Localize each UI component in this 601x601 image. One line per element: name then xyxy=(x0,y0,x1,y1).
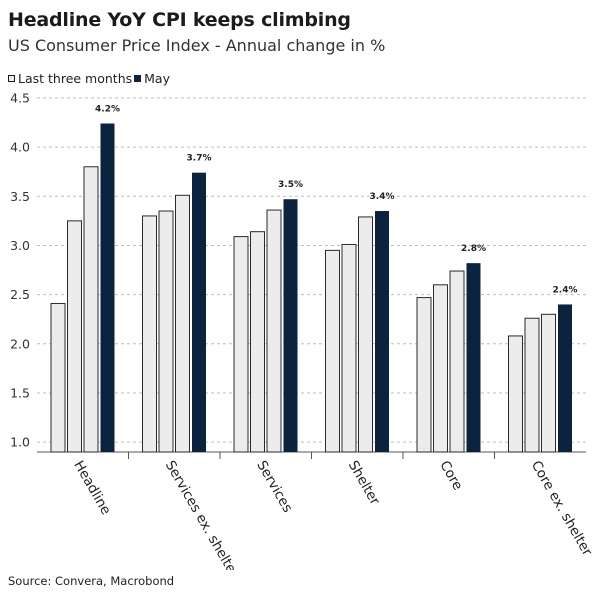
source-note: Source: Convera, Macrobond xyxy=(8,574,175,588)
bar-last-three-months xyxy=(524,317,540,453)
bar-last-three-months xyxy=(341,243,357,453)
y-tick-label: 4.0 xyxy=(10,140,30,155)
data-label: 3.5% xyxy=(278,180,303,190)
bar-last-three-months xyxy=(541,313,556,453)
data-label: 3.4% xyxy=(370,192,395,202)
y-tick-label: 2.0 xyxy=(10,336,30,351)
bar-last-three-months xyxy=(325,249,340,453)
bar-last-three-months xyxy=(175,194,190,453)
bar-last-three-months xyxy=(449,270,465,453)
bar-last-three-months xyxy=(433,284,448,453)
bar-last-three-months xyxy=(158,210,174,453)
y-tick-label: 2.5 xyxy=(10,287,30,302)
y-tick-label: 3.0 xyxy=(10,238,30,253)
bar-last-three-months xyxy=(250,231,265,453)
legend-swatch-light xyxy=(8,75,15,82)
category-label: Core ex. shelter xyxy=(528,458,596,559)
legend-label-last-three-months: Last three months xyxy=(18,71,133,86)
y-tick-label: 3.5 xyxy=(10,189,30,204)
legend-item-last-three-months: Last three months xyxy=(8,71,132,86)
bar-last-three-months xyxy=(50,302,66,453)
bar-may xyxy=(375,211,389,452)
bar-last-three-months xyxy=(358,216,373,453)
bar-last-three-months xyxy=(83,166,99,453)
data-label: 3.7% xyxy=(187,154,212,164)
category-label: Services ex. shelter xyxy=(162,458,242,570)
bar-may xyxy=(283,199,298,452)
bar-may xyxy=(192,172,206,452)
bar-last-three-months xyxy=(508,335,523,453)
bar-may xyxy=(558,304,572,452)
bar-may xyxy=(100,123,115,452)
bar-may xyxy=(466,263,481,452)
legend-swatch-dark xyxy=(134,75,142,82)
bar-last-three-months xyxy=(266,209,282,453)
category-label: Core xyxy=(436,458,465,493)
data-label: 4.2% xyxy=(95,104,120,114)
legend-label-may: May xyxy=(144,71,170,86)
legend: Last three months May xyxy=(8,71,172,86)
bar-last-three-months xyxy=(233,236,249,453)
data-label: 2.8% xyxy=(461,244,486,254)
legend-item-may: May xyxy=(134,71,170,86)
bar-last-three-months xyxy=(416,297,432,453)
bar-last-three-months xyxy=(142,215,157,453)
chart-subtitle: US Consumer Price Index - Annual change … xyxy=(8,36,386,55)
y-tick-label: 1.0 xyxy=(10,435,30,450)
category-label: Services xyxy=(253,458,295,515)
bar-chart: 1.0 1.5 2.0 2.5 3.0 3.5 4.0 4.5 4.2% Headline 3.7%… xyxy=(10,90,596,570)
y-tick-label: 1.5 xyxy=(10,385,30,400)
y-tick-label: 4.5 xyxy=(10,90,30,105)
category-label: Headline xyxy=(70,458,114,518)
category-label: Shelter xyxy=(345,458,383,508)
bar-last-three-months xyxy=(67,220,82,453)
chart-title: Headline YoY CPI keeps climbing xyxy=(8,9,351,31)
data-label: 2.4% xyxy=(553,285,578,295)
